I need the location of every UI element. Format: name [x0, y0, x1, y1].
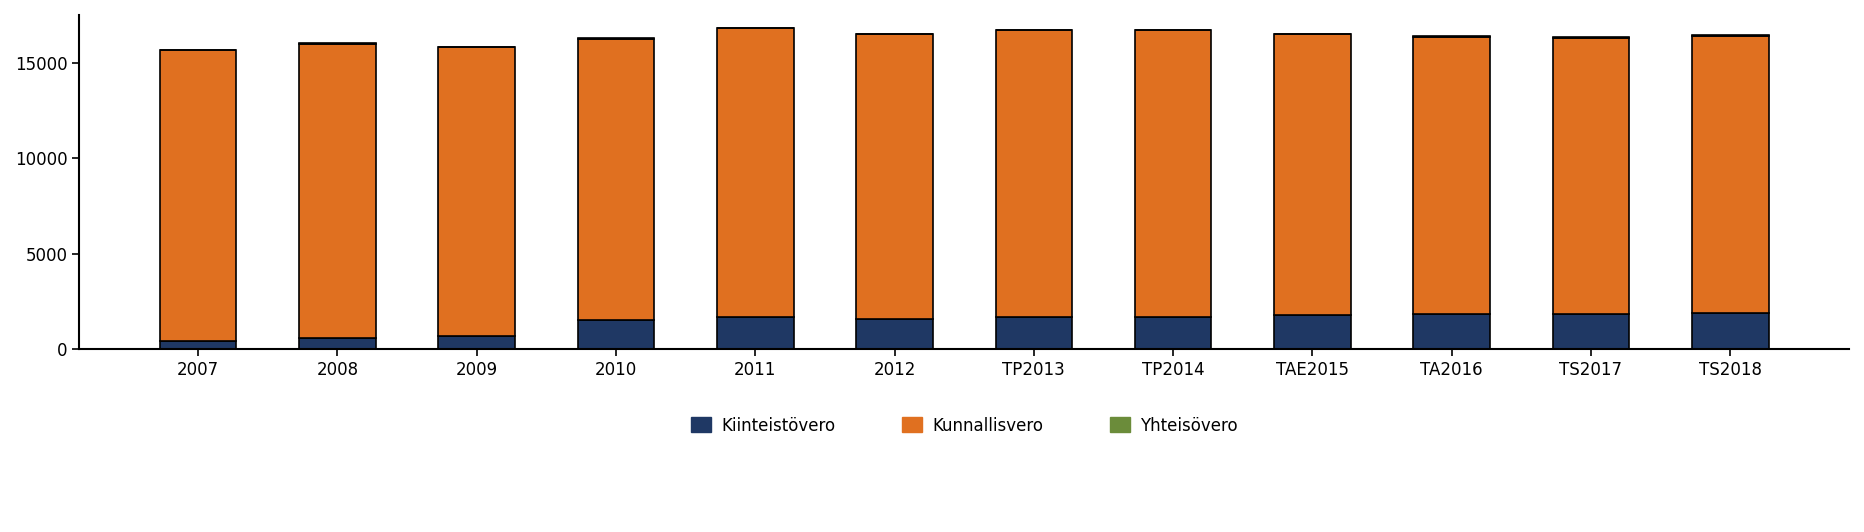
Bar [578, 39, 654, 320]
Bar [718, 28, 794, 317]
Bar [438, 47, 514, 336]
Bar [1275, 315, 1351, 349]
Bar [160, 50, 237, 51]
Bar [995, 317, 1072, 349]
Bar [438, 336, 514, 349]
Bar [1413, 36, 1489, 37]
Bar [160, 51, 237, 340]
Bar [298, 44, 377, 338]
Bar [298, 338, 377, 349]
Bar [1413, 314, 1489, 349]
Bar [995, 30, 1072, 317]
Bar [718, 317, 794, 349]
Bar [1693, 36, 1769, 313]
Bar [578, 38, 654, 39]
Bar [1275, 34, 1351, 315]
Bar [298, 43, 377, 44]
Bar [1553, 38, 1629, 314]
Bar [856, 34, 932, 319]
Bar [856, 319, 932, 349]
Bar [160, 340, 237, 349]
Legend: Kiinteistövero, Kunnallisvero, Yhteisövero: Kiinteistövero, Kunnallisvero, Yhteisöve… [684, 410, 1243, 441]
Bar [1693, 313, 1769, 349]
Bar [578, 320, 654, 349]
Bar [1135, 30, 1212, 317]
Bar [1135, 317, 1212, 349]
Bar [1553, 37, 1629, 38]
Bar [1413, 37, 1489, 314]
Bar [1553, 314, 1629, 349]
